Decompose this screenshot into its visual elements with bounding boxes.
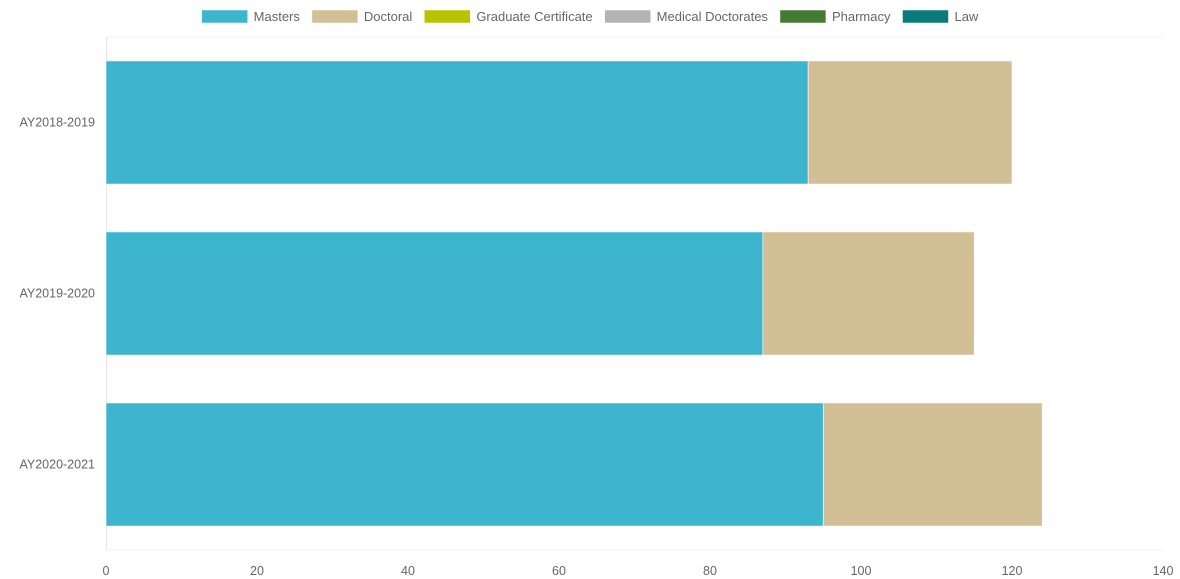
category-label: AY2020-2021 — [19, 458, 95, 472]
legend-item-pharmacy[interactable]: Pharmacy — [779, 9, 891, 24]
category-label: AY2018-2019 — [19, 116, 95, 130]
legend-label: Doctoral — [364, 9, 413, 24]
legend-label: Law — [954, 9, 978, 24]
legend-swatch — [311, 9, 359, 24]
bar-masters-ay2018-2019[interactable] — [105, 60, 809, 185]
legend-swatch — [779, 9, 827, 24]
x-tick-label: 140 — [1153, 564, 1174, 578]
x-tick-label: 100 — [851, 564, 872, 578]
legend-label: Pharmacy — [832, 9, 891, 24]
legend-swatch — [902, 9, 949, 24]
legend-label: Masters — [254, 9, 301, 24]
legend-item-masters[interactable]: Masters — [201, 9, 301, 24]
x-tick-label: 80 — [703, 564, 717, 578]
x-tick-label: 120 — [1002, 564, 1023, 578]
legend-label: Graduate Certificate — [476, 9, 592, 24]
legend-swatch — [604, 9, 651, 24]
bar-doctoral-ay2020-2021[interactable] — [822, 402, 1043, 527]
x-tick-labels: 0 20 40 60 80 100 120 140 — [103, 564, 1174, 578]
legend: Masters Doctoral Graduate Certificate Medic… — [201, 9, 979, 24]
bar-masters-ay2019-2020[interactable] — [105, 231, 764, 356]
bar-doctoral-ay2018-2019[interactable] — [807, 60, 1013, 185]
x-tick-label: 60 — [552, 564, 566, 578]
category-label: AY2019-2020 — [19, 287, 95, 301]
legend-item-medical-doctorates[interactable]: Medical Doctorates — [604, 9, 769, 24]
legend-swatch — [201, 9, 248, 24]
bars — [105, 60, 1043, 527]
legend-swatch — [424, 9, 471, 24]
bar-masters-ay2020-2021[interactable] — [105, 402, 824, 527]
x-tick-label: 0 — [103, 564, 110, 578]
x-tick-label: 40 — [401, 564, 415, 578]
legend-item-doctoral[interactable]: Doctoral — [311, 9, 413, 24]
legend-item-graduate-certificate[interactable]: Graduate Certificate — [424, 9, 593, 24]
bar-doctoral-ay2019-2020[interactable] — [762, 231, 975, 356]
x-tick-label: 20 — [250, 564, 264, 578]
category-labels: AY2018-2019 AY2019-2020 AY2020-2021 — [19, 116, 95, 472]
legend-label: Medical Doctorates — [657, 9, 769, 24]
legend-item-law[interactable]: Law — [902, 9, 979, 24]
